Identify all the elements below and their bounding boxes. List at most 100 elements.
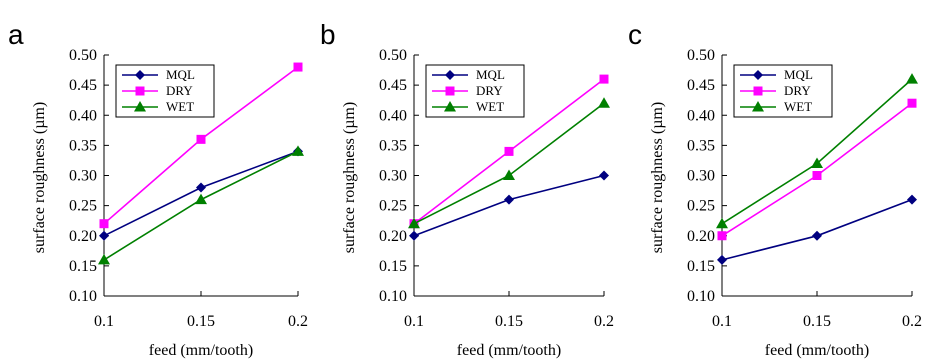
legend-marker-dry [753, 86, 763, 96]
data-point-wet [811, 157, 823, 168]
legend-label-dry: DRY [476, 83, 503, 98]
legend-marker-dry [135, 86, 145, 96]
y-tick-label: 0.20 [69, 228, 97, 245]
y-tick-label: 0.45 [69, 77, 97, 94]
y-tick-label: 0.30 [379, 168, 407, 185]
y-tick-label: 0.10 [379, 288, 407, 305]
y-tick-label: 0.40 [69, 107, 97, 124]
x-tick-label: 0.15 [495, 313, 523, 330]
series-line-wet [413, 102, 605, 225]
data-point-mql [196, 182, 206, 193]
data-point-dry [99, 219, 109, 229]
y-tick-label: 0.40 [379, 107, 407, 124]
legend-label-wet: WET [166, 99, 194, 114]
data-point-wet [98, 253, 110, 265]
legend-label-mql: MQL [166, 67, 195, 82]
y-tick-label: 0.20 [687, 228, 715, 245]
data-point-mql [599, 170, 609, 181]
y-axis-title: surface roughness (µm) [341, 102, 358, 253]
data-point-wet [408, 217, 420, 229]
x-tick-label: 0.2 [594, 313, 614, 330]
series-line-mql [413, 174, 605, 237]
legend-label-mql: MQL [476, 67, 505, 82]
y-tick-label: 0.40 [687, 107, 715, 124]
data-point-dry [717, 231, 727, 241]
data-point-dry [504, 146, 514, 156]
legend-marker-mql [445, 70, 455, 80]
y-axis-title: surface roughness (µm) [649, 102, 666, 253]
y-tick-label: 0.15 [687, 258, 715, 275]
chart-panel-a: a 0.10 0.15 0.20 0.25 0.30 0.35 0.40 0.45 0.50 0.1… [8, 19, 308, 359]
legend-marker-mql [135, 70, 145, 80]
y-tick-label: 0.25 [379, 198, 407, 215]
series-line-dry [721, 102, 913, 237]
data-point-wet [292, 145, 304, 156]
legend-label-wet: WET [784, 99, 812, 114]
panel-label: c [628, 19, 642, 50]
data-point-mql [717, 254, 727, 265]
legend-label-dry: DRY [166, 83, 193, 98]
legend-label-wet: WET [476, 99, 504, 114]
x-tick-label: 0.2 [288, 313, 308, 330]
x-tick-label: 0.1 [712, 313, 732, 330]
legend-marker-mql [753, 70, 763, 80]
chart-panel-c: c 0.10 0.15 0.20 0.25 0.30 0.35 0.40 0.45 0.50 0.1… [628, 19, 922, 359]
y-tick-label: 0.35 [379, 137, 407, 154]
y-tick-label: 0.30 [69, 168, 97, 185]
data-point-wet [906, 73, 918, 84]
y-tick-label: 0.10 [687, 288, 715, 305]
data-point-wet [195, 193, 207, 205]
y-tick-label: 0.20 [379, 228, 407, 245]
data-point-wet [503, 169, 515, 180]
y-axis-title: surface roughness (µm) [31, 102, 48, 253]
chart-panel-b: b 0.10 0.15 0.20 0.25 0.30 0.35 0.40 0.45 0.50 0.1… [320, 19, 614, 359]
data-point-wet [598, 97, 610, 108]
y-tick-label: 0.10 [69, 288, 97, 305]
y-tick-label: 0.15 [69, 258, 97, 275]
series-line-mql [721, 198, 913, 261]
panel-label: a [8, 19, 24, 50]
legend-marker-wet [444, 101, 456, 112]
data-point-mql [812, 230, 822, 241]
data-point-dry [293, 62, 303, 72]
data-point-dry [599, 74, 609, 84]
x-tick-label: 0.1 [404, 313, 424, 330]
y-tick-label: 0.50 [379, 47, 407, 64]
y-tick-label: 0.25 [687, 198, 715, 215]
x-axis-title: feed (mm/tooth) [457, 342, 561, 359]
legend-label-mql: MQL [784, 67, 813, 82]
legend-marker-wet [134, 101, 146, 112]
x-tick-label: 0.15 [187, 313, 215, 330]
y-tick-label: 0.30 [687, 168, 715, 185]
data-point-dry [812, 171, 822, 180]
legend-label-dry: DRY [784, 83, 811, 98]
data-point-wet [716, 217, 728, 229]
y-tick-label: 0.45 [687, 77, 715, 94]
y-tick-label: 0.15 [379, 258, 407, 275]
data-point-mql [907, 194, 917, 205]
y-tick-label: 0.45 [379, 77, 407, 94]
panel-label: b [320, 19, 336, 50]
legend-marker-wet [752, 101, 764, 112]
series-line-wet [103, 150, 299, 261]
legend-box [115, 64, 215, 118]
data-point-mql [99, 230, 109, 241]
data-point-mql [504, 194, 514, 205]
data-point-dry [196, 134, 206, 144]
legend-marker-dry [445, 86, 455, 96]
data-point-mql [409, 230, 419, 241]
y-tick-label: 0.25 [69, 198, 97, 215]
y-tick-label: 0.50 [69, 47, 97, 64]
y-tick-label: 0.35 [687, 137, 715, 154]
x-tick-label: 0.2 [902, 313, 922, 330]
x-tick-label: 0.1 [94, 313, 114, 330]
x-tick-label: 0.15 [803, 313, 831, 330]
y-tick-label: 0.35 [69, 137, 97, 154]
x-axis-title: feed (mm/tooth) [149, 342, 253, 359]
y-tick-label: 0.50 [687, 47, 715, 64]
data-point-dry [907, 98, 917, 108]
